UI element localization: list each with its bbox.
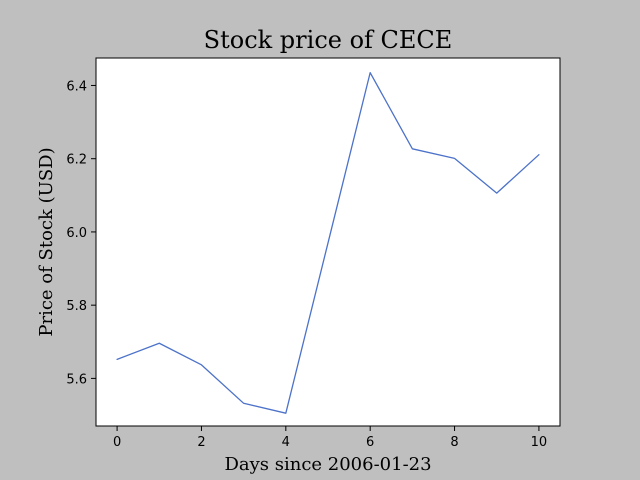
y-tick-label: 5.6 xyxy=(66,372,87,387)
x-tick-label: 4 xyxy=(282,435,290,450)
series-layer xyxy=(116,72,540,414)
y-tick-label: 6.0 xyxy=(66,226,87,241)
y-tick-label: 6.2 xyxy=(66,153,87,168)
y-axis-ticks: 5.6 5.8 6.0 6.2 6.4 xyxy=(66,79,96,387)
x-tick-label: 2 xyxy=(197,435,205,450)
x-tick-label: 8 xyxy=(450,435,458,450)
series-line xyxy=(116,72,540,414)
x-axis-ticks: 0 2 4 6 8 10 xyxy=(113,426,547,450)
y-tick-label: 6.4 xyxy=(66,79,87,94)
x-tick-label: 6 xyxy=(366,435,374,450)
chart-title: Stock price of CECE xyxy=(204,26,453,54)
x-tick-label: 10 xyxy=(531,435,548,450)
x-tick-label: 0 xyxy=(113,435,121,450)
x-axis-label: Days since 2006-01-23 xyxy=(224,454,431,475)
y-axis-label: Price of Stock (USD) xyxy=(36,147,57,336)
y-tick-label: 5.8 xyxy=(66,299,87,314)
